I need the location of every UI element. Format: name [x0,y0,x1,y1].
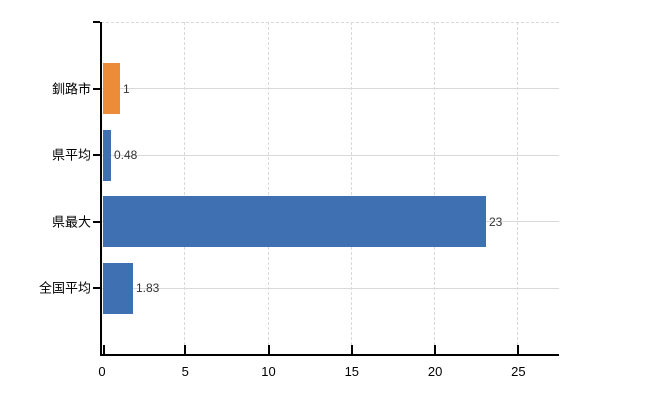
x-gridline [350,22,352,355]
bar [103,262,133,314]
x-tick-label: 25 [511,364,526,379]
x-gridline [517,22,519,355]
x-tick-label: 5 [181,364,189,379]
y-axis-top-tick-mark [93,21,100,23]
bar-value-label: 23 [489,214,503,229]
bar-value-label: 0.48 [114,148,138,163]
category-label: 県最大 [51,214,91,230]
y-gridline [101,154,559,156]
bar [103,196,486,248]
x-tick-label: 20 [427,364,443,379]
y-tick-mark [93,220,100,223]
x-tick-mark [184,345,187,355]
bar-value-label: 1.83 [136,281,160,296]
bar [103,63,120,115]
plot-top-border [101,22,559,23]
category-label: 全国平均 [38,280,91,296]
x-tick-mark [434,345,437,355]
x-gridline [184,22,186,355]
y-tick-mark [93,154,100,157]
y-gridline [101,88,559,90]
x-gridline [267,22,269,355]
category-label: 釧路市 [51,81,91,97]
plot-area: 0 5 10 15 20 25 釧路市 1 県平均 0.48 県最大 23 全国平均 1.83 [39,21,559,378]
bar-value-label: 1 [123,81,130,96]
bar [103,129,111,181]
y-tick-mark [93,287,100,290]
x-tick-mark [517,345,520,355]
x-tick-mark [103,345,105,355]
x-tick-mark [350,345,353,355]
x-tick-label: 0 [98,364,106,379]
y-gridline [101,287,559,289]
x-tick-label: 10 [261,364,276,379]
x-tick-label: 15 [344,364,360,379]
y-axis-line [100,22,102,356]
x-tick-mark [267,345,270,355]
category-label: 県平均 [51,147,91,163]
x-gridline [434,22,436,355]
x-axis-line [100,354,559,356]
y-tick-mark [93,87,100,90]
